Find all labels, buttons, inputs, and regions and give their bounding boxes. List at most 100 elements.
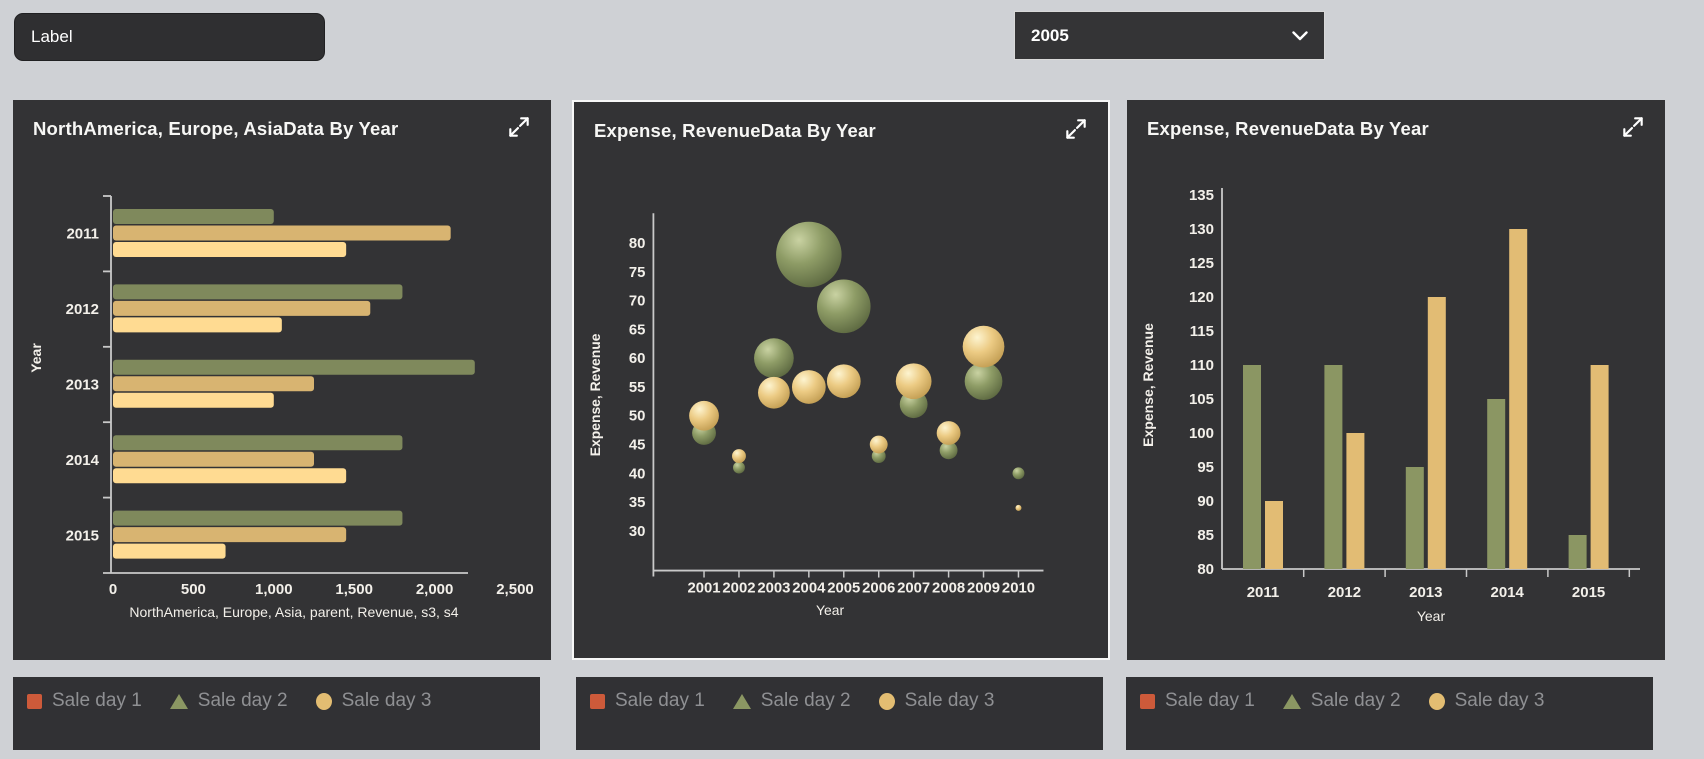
- legend-item-sale-day-1[interactable]: Sale day 1: [1140, 690, 1255, 712]
- bubble-point[interactable]: [758, 376, 790, 409]
- bar-segment[interactable]: [113, 527, 347, 543]
- chart-text: 1,000: [255, 581, 293, 598]
- chart-text: 2015: [1572, 584, 1605, 601]
- label-input[interactable]: [14, 13, 325, 61]
- bar-segment[interactable]: [113, 543, 226, 559]
- legend-item-label: Sale day 3: [1454, 690, 1545, 711]
- vertical-bar-chart: 135 130 125 120 115 110 105 100 95 90 85 80 2011 2012…: [1140, 187, 1640, 624]
- chart-text: 80: [1197, 561, 1214, 578]
- bar-segment[interactable]: [1405, 467, 1424, 569]
- chart-text: 135: [1189, 187, 1214, 204]
- chart-text: 2014: [1491, 584, 1525, 601]
- legend-item-sale-day-3[interactable]: Sale day 3: [878, 690, 994, 712]
- square-marker-icon: [1140, 693, 1155, 709]
- square-marker-icon: [27, 693, 42, 709]
- bubble-point[interactable]: [1012, 467, 1025, 480]
- expand-icon: [1063, 118, 1089, 145]
- bubble-point[interactable]: [754, 338, 794, 379]
- bubble-point[interactable]: [776, 221, 842, 288]
- bar-segment[interactable]: [113, 284, 403, 300]
- legend-item-label: Sale day 3: [341, 690, 432, 711]
- legend-item-sale-day-1[interactable]: Sale day 1: [590, 690, 705, 712]
- bar-segment[interactable]: [1487, 399, 1506, 569]
- legend-item-sale-day-2[interactable]: Sale day 2: [1282, 690, 1401, 712]
- chart-text: 2013: [66, 377, 99, 394]
- bar-segment[interactable]: [1346, 433, 1365, 569]
- chart-text: 2003: [757, 580, 790, 596]
- bubble-point[interactable]: [733, 461, 745, 474]
- bubble-point[interactable]: [895, 363, 932, 400]
- legend-item-sale-day-1[interactable]: Sale day 1: [27, 690, 142, 712]
- bubble-point[interactable]: [791, 370, 826, 404]
- chart-text: 65: [629, 322, 646, 338]
- bubble-point[interactable]: [939, 441, 958, 460]
- bar-segment[interactable]: [1324, 365, 1343, 569]
- bar-segment[interactable]: [1568, 535, 1587, 569]
- chart-text: 120: [1189, 289, 1214, 306]
- chart-text: Year: [816, 602, 844, 618]
- bubble-point[interactable]: [964, 362, 1003, 401]
- triangle-marker-icon: [1282, 693, 1301, 709]
- bar-segment[interactable]: [1590, 365, 1609, 569]
- expand-button[interactable]: [1061, 115, 1091, 145]
- bar-segment[interactable]: [113, 225, 451, 241]
- chart-text: 2001: [687, 580, 720, 596]
- bar-segment[interactable]: [113, 435, 403, 451]
- bar-segment[interactable]: [113, 300, 371, 316]
- bar-segment[interactable]: [113, 359, 475, 375]
- chart-text: 50: [629, 409, 646, 425]
- bubble-point[interactable]: [1015, 504, 1022, 511]
- circle-marker-icon: [1428, 692, 1445, 710]
- chart-text: 2011: [66, 226, 99, 243]
- bubble-point[interactable]: [816, 279, 871, 334]
- chart-text: 2004: [792, 580, 826, 596]
- legend-item-sale-day-3[interactable]: Sale day 3: [315, 690, 432, 712]
- chart-text: 2015: [66, 527, 99, 544]
- chart-text: 2002: [722, 580, 755, 596]
- legend-item-label: Sale day 1: [52, 690, 142, 711]
- chart-text: 2009: [967, 580, 1000, 596]
- bar-segment[interactable]: [113, 392, 274, 408]
- chart-text: 2008: [932, 580, 965, 596]
- bubble-point[interactable]: [689, 400, 719, 431]
- chart-text: 2012: [1328, 584, 1361, 601]
- chart-text: 0: [109, 581, 117, 598]
- year-select-value: 2005: [1031, 25, 1069, 45]
- legend-item-label: Sale day 2: [760, 690, 851, 711]
- legend-item-sale-day-3[interactable]: Sale day 3: [1428, 690, 1545, 712]
- chart-text: 2014: [66, 452, 100, 469]
- bubble-point[interactable]: [732, 449, 746, 463]
- bar-segment[interactable]: [113, 376, 314, 392]
- chart-text: 35: [629, 495, 646, 511]
- bar-segment[interactable]: [1509, 229, 1528, 569]
- bar-segment[interactable]: [1265, 501, 1283, 569]
- chart-text: Year: [28, 343, 44, 373]
- bar-segment[interactable]: [113, 317, 282, 333]
- legend-item-sale-day-2[interactable]: Sale day 2: [169, 690, 288, 712]
- bubble-point[interactable]: [962, 325, 1005, 368]
- bubble-point[interactable]: [936, 421, 961, 445]
- chart-text: NorthAmerica, Europe, Asia, parent, Reve…: [129, 604, 458, 620]
- expand-icon: [1620, 116, 1646, 143]
- bubble-point[interactable]: [826, 364, 861, 399]
- bar-segment[interactable]: [113, 468, 347, 484]
- bar-segment[interactable]: [113, 510, 403, 526]
- panel-title: Expense, RevenueData By Year: [1147, 118, 1429, 139]
- bar-segment[interactable]: [1427, 297, 1446, 569]
- bar-segment[interactable]: [113, 209, 274, 224]
- chart-text: 1,500: [335, 581, 373, 598]
- chart-text: 95: [1197, 459, 1214, 476]
- year-select[interactable]: 2005: [1014, 11, 1325, 60]
- chart-text: 105: [1189, 391, 1214, 408]
- chart-text: 40: [629, 466, 646, 482]
- panel-title: NorthAmerica, Europe, AsiaData By Year: [33, 118, 399, 139]
- expand-button[interactable]: [1618, 113, 1648, 143]
- legend-bar: Sale day 1 Sale day 2 Sale day 3: [13, 677, 540, 750]
- bubble-point[interactable]: [869, 435, 888, 454]
- bar-segment[interactable]: [1243, 365, 1261, 569]
- legend-item-sale-day-2[interactable]: Sale day 2: [732, 690, 851, 712]
- expand-button[interactable]: [504, 113, 534, 143]
- bar-segment[interactable]: [113, 451, 314, 467]
- bar-segment[interactable]: [113, 242, 347, 257]
- legend-bar: Sale day 1 Sale day 2 Sale day 3: [1126, 677, 1653, 750]
